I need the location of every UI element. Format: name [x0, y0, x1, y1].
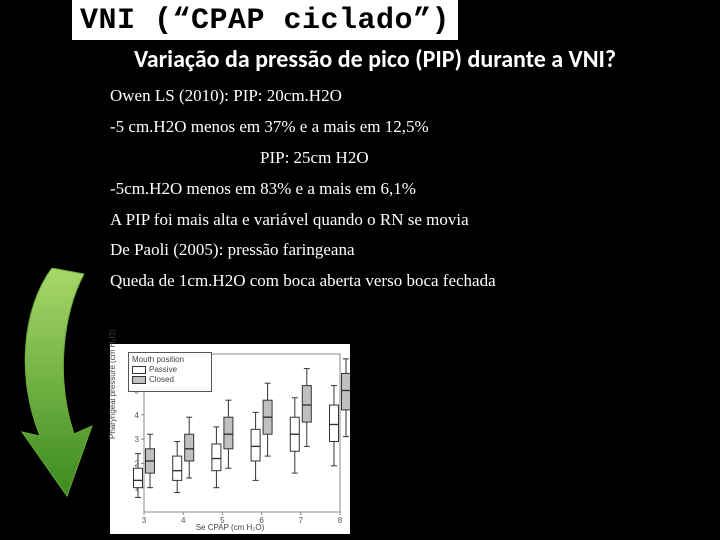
- legend-swatch-passive: [132, 366, 146, 374]
- text-line: Queda de 1cm.H2O com boca aberta verso b…: [110, 270, 700, 293]
- legend-swatch-closed: [132, 376, 146, 384]
- text-line: PIP: 25cm H2O: [110, 147, 700, 170]
- curved-arrow-graphic: [12, 268, 102, 498]
- legend-title: Mouth position: [132, 355, 208, 364]
- content-block: Owen LS (2010): PIP: 20cm.H2O -5 cm.H2O …: [110, 85, 700, 294]
- legend-label: Passive: [149, 365, 177, 374]
- text-line: A PIP foi mais alta e variável quando o …: [110, 209, 700, 232]
- text-line: -5cm.H2O menos em 83% e a mais em 6,1%: [110, 178, 700, 201]
- svg-text:2: 2: [135, 459, 140, 468]
- text-line: Owen LS (2010): PIP: 20cm.H2O: [110, 85, 700, 108]
- text-line: -5 cm.H2O menos em 37% e a mais em 12,5%: [110, 116, 700, 139]
- slide-subtitle: Variação da pressão de pico (PIP) durant…: [90, 46, 660, 75]
- chart-ylabel: Pharyngeal pressure (cm H₂O): [108, 330, 117, 439]
- svg-text:3: 3: [135, 435, 140, 444]
- svg-text:4: 4: [135, 411, 140, 420]
- chart-xlabel: Se CPAP (cm H₂O): [110, 523, 350, 532]
- chart-legend: Mouth position Passive Closed: [128, 352, 212, 392]
- slide-title: VNI (“CPAP ciclado”): [72, 0, 458, 40]
- text-line: De Paoli (2005): pressão faringeana: [110, 239, 700, 262]
- boxplot-chart: Mouth position Passive Closed Pharyngeal…: [110, 344, 350, 534]
- legend-label: Closed: [149, 375, 174, 384]
